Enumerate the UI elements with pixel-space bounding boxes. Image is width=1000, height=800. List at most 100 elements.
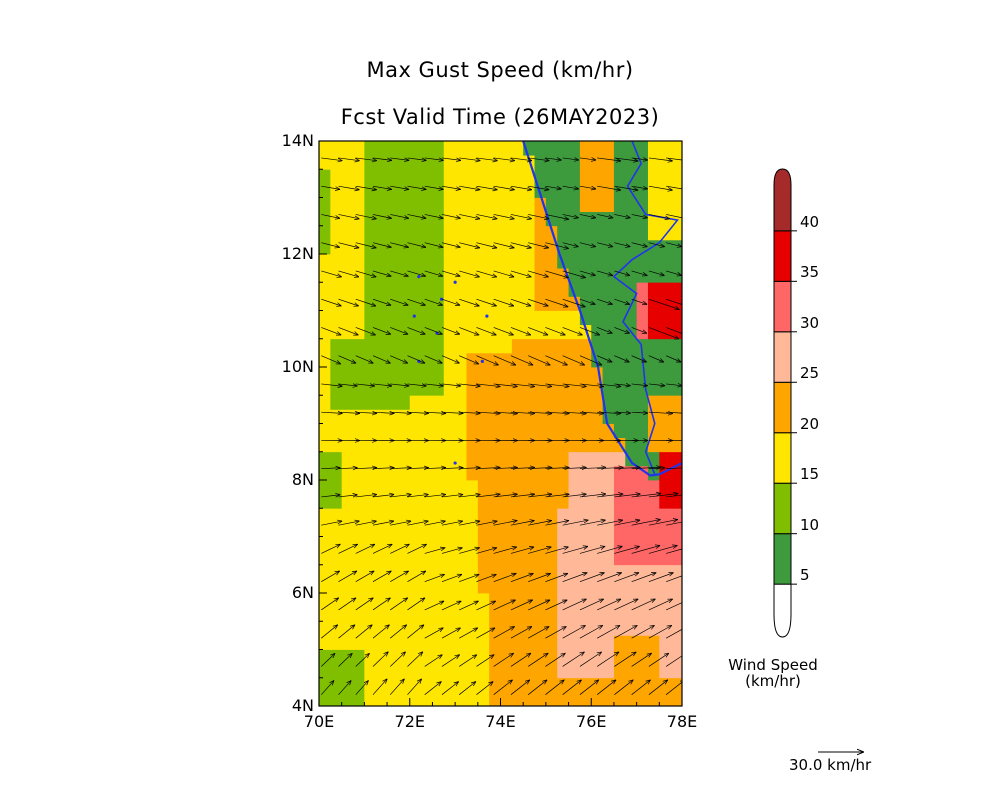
wind-speed-cell <box>341 465 354 481</box>
wind-speed-cell <box>375 508 388 523</box>
wind-vector <box>614 355 629 362</box>
wind-vector <box>648 242 665 247</box>
wind-vector <box>510 653 531 667</box>
wind-speed-cell <box>364 282 377 297</box>
wind-speed-cell <box>466 155 479 170</box>
wind-vector <box>407 214 426 218</box>
wind-speed-cell <box>409 381 422 396</box>
wind-speed-cell <box>613 607 626 622</box>
wind-speed-cell <box>443 635 456 650</box>
wind-speed-cell <box>455 197 467 213</box>
wind-speed-cell <box>602 239 615 255</box>
wind-speed-cell <box>353 522 365 537</box>
wind-speed-cell <box>341 607 354 622</box>
wind-speed-cell <box>647 550 660 566</box>
wind-vector <box>321 521 342 526</box>
wind-vector <box>631 653 652 667</box>
wind-speed-cell <box>511 451 524 467</box>
wind-speed-cell <box>568 211 581 227</box>
wind-speed-cell <box>659 522 672 537</box>
wind-vector <box>597 494 623 498</box>
wind-speed-cell <box>647 183 660 198</box>
wind-speed-cell <box>636 480 649 495</box>
x-tick-label: 72E <box>394 712 425 731</box>
wind-speed-cell <box>647 564 660 580</box>
wind-speed-cell <box>659 465 672 481</box>
wind-vector <box>648 185 673 190</box>
wind-speed-cell <box>398 564 411 580</box>
wind-speed-cell <box>432 225 445 241</box>
wind-speed-cell <box>545 324 558 340</box>
wind-speed-cell <box>636 225 649 241</box>
wind-speed-cell <box>511 691 524 706</box>
wind-speed-cell <box>500 635 513 650</box>
wind-vector <box>597 546 622 554</box>
wind-speed-cell <box>489 607 501 622</box>
wind-speed-cell <box>568 536 581 552</box>
wind-speed-cell <box>579 409 592 424</box>
wind-speed-cell <box>330 282 343 297</box>
wind-speed-cell <box>421 197 433 213</box>
wind-speed-cell <box>353 395 365 410</box>
wind-vector <box>321 327 341 335</box>
wind-speed-cell <box>489 536 501 552</box>
wind-vector <box>390 185 409 189</box>
wind-vector <box>476 548 497 554</box>
wind-speed-cell <box>398 211 411 227</box>
wind-vector <box>407 298 425 305</box>
wind-speed-cell <box>364 635 377 650</box>
wind-speed-cell <box>341 494 354 509</box>
wind-speed-cell <box>387 578 399 594</box>
wind-speed-cell <box>557 522 569 537</box>
wind-speed-cell <box>489 169 501 184</box>
wind-speed-cell <box>421 677 433 693</box>
wind-speed-cell <box>545 381 558 396</box>
wind-vector <box>372 571 391 583</box>
colorbar-bin <box>773 533 792 585</box>
wind-speed-cell <box>511 635 524 650</box>
wind-vector <box>665 602 682 611</box>
wind-vector <box>390 544 409 554</box>
wind-speed-cell <box>670 465 682 481</box>
wind-speed-cell <box>375 635 388 650</box>
wind-speed-cell <box>319 169 331 184</box>
wind-vector <box>476 270 496 277</box>
wind-speed-cell <box>625 268 638 283</box>
wind-vector <box>631 298 648 304</box>
wind-speed-cell <box>330 169 343 184</box>
wind-vector <box>597 383 621 387</box>
wind-speed-cell <box>319 550 331 566</box>
wind-speed-cell <box>523 225 535 241</box>
wind-speed-cell <box>511 564 524 580</box>
wind-speed-cell <box>477 578 490 594</box>
wind-speed-cell <box>489 409 501 424</box>
wind-speed-cell <box>602 183 615 198</box>
wind-speed-cell <box>432 607 445 622</box>
wind-speed-cell <box>534 225 547 241</box>
wind-vector <box>493 185 515 190</box>
wind-speed-cell <box>341 310 354 326</box>
wind-speed-cell <box>545 607 558 622</box>
wind-vector <box>476 185 497 190</box>
wind-vector <box>596 680 616 695</box>
wind-speed-cell <box>455 225 467 241</box>
wind-speed-cell <box>375 395 388 410</box>
wind-vector <box>579 546 605 554</box>
wind-speed-cell <box>489 578 501 594</box>
wind-speed-cell <box>489 465 501 481</box>
wind-vector <box>390 625 407 639</box>
wind-speed-cell <box>353 352 365 368</box>
wind-speed-cell <box>647 282 660 297</box>
wind-speed-cell <box>534 239 547 255</box>
wind-vector <box>372 521 394 526</box>
wind-speed-cell <box>602 352 615 368</box>
wind-speed-cell <box>319 310 331 326</box>
wind-speed-cell <box>353 649 365 665</box>
wind-speed-cell <box>659 607 672 622</box>
wind-speed-cell <box>613 465 626 481</box>
wind-speed-cell <box>591 593 603 608</box>
wind-speed-cell <box>409 268 422 283</box>
wind-vector <box>665 355 681 362</box>
wind-speed-cell <box>545 593 558 608</box>
wind-speed-cell <box>364 254 377 269</box>
